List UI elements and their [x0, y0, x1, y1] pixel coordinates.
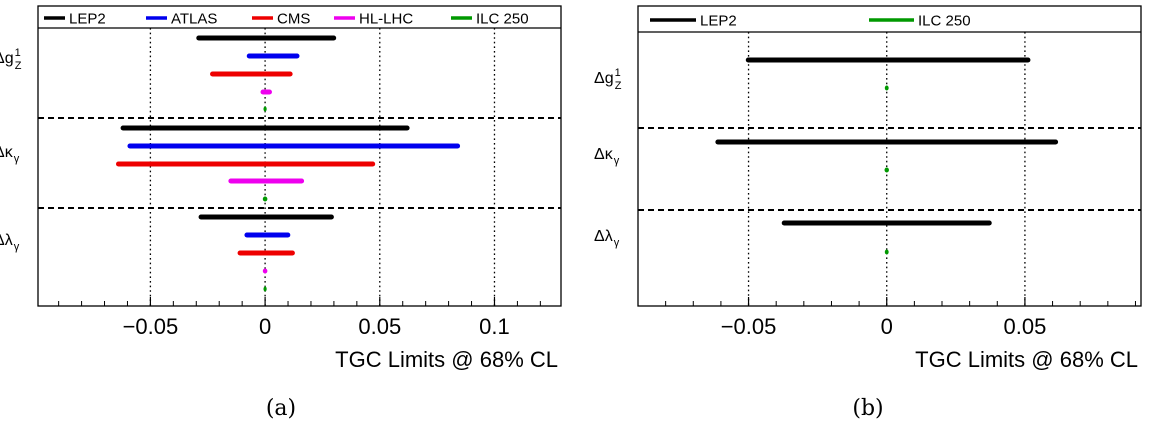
param-label-base: Δg: [594, 70, 614, 87]
legend-label-cms: CMS: [277, 11, 310, 28]
bar-atlas-group-1: [246, 53, 300, 59]
legend-label-hl-lhc: HL-LHC: [359, 11, 413, 28]
bar-lep2-group-3: [781, 220, 992, 226]
param-label-sub: Z: [15, 60, 22, 72]
param-label-sub: γ: [614, 237, 620, 249]
bar-ilc-250-group-2: [262, 196, 268, 202]
bar-atlas-group-3: [244, 232, 291, 238]
x-axis-title: TGC Limits @ 68% CL: [335, 347, 558, 372]
bar-lep2-group-2: [120, 125, 410, 131]
param-label-base: Δλ: [0, 232, 13, 249]
panel-caption: (a): [266, 396, 296, 421]
bar-lep2-group-1: [196, 35, 337, 41]
plot-frame: [37, 5, 562, 307]
legend-label-lep2: LEP2: [69, 11, 106, 28]
bar-cms-group-2: [115, 161, 376, 167]
bar-lep2-group-3: [198, 214, 334, 220]
bar-hl-lhc-group-2: [228, 178, 305, 184]
bar-hl-lhc-group-1: [260, 89, 272, 95]
bar-cms-group-1: [210, 71, 293, 77]
param-label-base: Δλ: [594, 228, 613, 245]
bar-ilc-250-group-2: [884, 167, 889, 173]
x-tick-label: −0.05: [123, 314, 179, 339]
param-label-base: Δκ: [0, 144, 14, 161]
bar-lep2-group-1: [745, 57, 1031, 63]
bar-hl-lhc-group-3: [262, 268, 268, 274]
bar-ilc-250-group-1: [884, 85, 889, 91]
x-tick-label: 0.05: [358, 314, 401, 339]
legend-label-lep2: LEP2: [700, 13, 737, 30]
param-label: Δλγ: [0, 232, 20, 253]
x-tick-label: 0.1: [479, 314, 510, 339]
bar-lep2-group-2: [715, 139, 1059, 145]
param-label-sub: γ: [14, 241, 20, 253]
panel-caption: (b): [852, 396, 883, 421]
bar-ilc-250-group-3: [263, 286, 267, 292]
param-label: Δκγ: [594, 146, 620, 167]
param-label-sup: 1: [15, 47, 21, 59]
bar-atlas-group-2: [127, 143, 461, 149]
bar-cms-group-3: [237, 250, 295, 256]
legend-label-ilc-250: ILC 250: [476, 11, 529, 28]
legend-label-ilc-250: ILC 250: [918, 13, 971, 30]
legend-label-atlas: ATLAS: [171, 11, 217, 28]
bar-ilc-250-group-3: [884, 249, 889, 255]
x-tick-label: 0.05: [1004, 314, 1047, 339]
x-axis-title: TGC Limits @ 68% CL: [915, 347, 1138, 372]
param-label-sub: γ: [14, 153, 20, 165]
param-label-sub: Z: [615, 80, 622, 92]
x-tick-label: 0: [881, 314, 893, 339]
param-label: Δλγ: [594, 228, 620, 249]
param-label-sup: 1: [615, 67, 621, 79]
plot-frame: [637, 5, 1142, 307]
param-label-base: Δg: [0, 50, 14, 67]
param-label: Δκγ: [0, 144, 20, 165]
x-tick-label: 0: [259, 314, 271, 339]
x-tick-label: −0.05: [721, 314, 777, 339]
param-label-sub: γ: [614, 155, 620, 167]
bar-ilc-250-group-1: [263, 106, 267, 112]
param-label-base: Δκ: [594, 146, 614, 163]
